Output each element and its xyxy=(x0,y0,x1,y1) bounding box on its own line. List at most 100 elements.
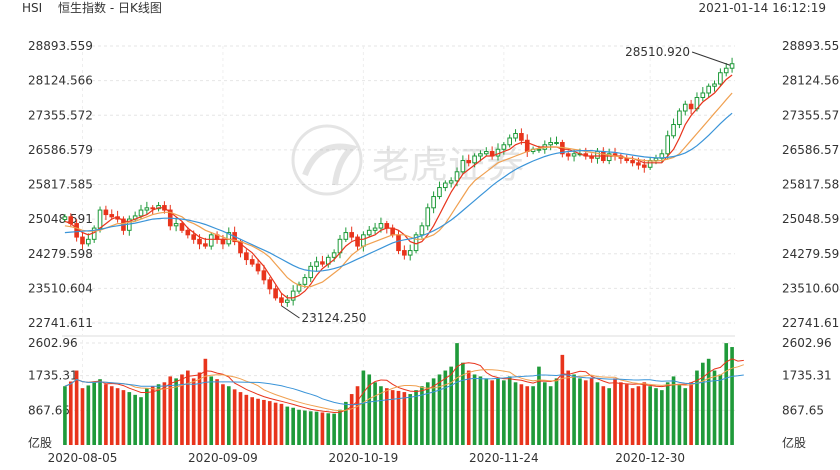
volume-ma5-line xyxy=(64,358,744,414)
volume-bar xyxy=(267,401,272,445)
volume-bar xyxy=(478,376,483,445)
volume-bar xyxy=(589,378,594,445)
volume-tick-label-left: 1735.31 xyxy=(28,369,78,383)
volume-bar xyxy=(683,388,688,445)
price-tick-label-left: 25817.585 xyxy=(28,178,93,192)
watermark-logo-icon xyxy=(291,124,363,196)
high-annotation-label: 28510.920 xyxy=(625,45,690,59)
volume-bar xyxy=(180,374,184,445)
candle-body xyxy=(729,63,735,69)
candle-body xyxy=(97,209,103,229)
date-axis: 2020-08-05 2020-09-09 2020-10-19 2020-11-24… xyxy=(48,451,685,465)
candle-body xyxy=(249,259,255,265)
volume-bar xyxy=(437,374,442,445)
volume-bar xyxy=(373,382,377,445)
volume-bar xyxy=(109,386,114,445)
volume-bar xyxy=(537,366,541,445)
volume-bar xyxy=(384,388,389,445)
volume-bar xyxy=(624,384,629,445)
price-annotations: 28510.920 23124.250 xyxy=(281,45,731,325)
price-tick-label-left: 25048.591 xyxy=(28,212,93,226)
high-annotation-leader xyxy=(691,51,731,66)
volume-bar xyxy=(314,411,319,445)
volume-bar xyxy=(156,384,161,445)
volume-bar xyxy=(665,382,670,445)
candle-body xyxy=(641,164,647,168)
volume-tick-label-right: 2602.96 xyxy=(782,336,832,350)
candle-body xyxy=(361,234,366,247)
volume-bar xyxy=(706,358,711,445)
symbol-label: HSI xyxy=(22,1,43,15)
date-tick-label: 2020-08-05 xyxy=(48,451,118,465)
volume-bar xyxy=(332,413,336,445)
candle-body xyxy=(208,234,214,247)
volume-bar xyxy=(630,388,635,445)
candle-body xyxy=(536,148,542,151)
volume-bar xyxy=(203,358,208,445)
volume-bar xyxy=(168,376,173,445)
volume-tick-label-left: 2602.96 xyxy=(28,336,78,350)
volume-bar xyxy=(390,390,395,445)
volume-bar xyxy=(186,370,190,445)
candle-body xyxy=(150,207,156,210)
volume-tick-label-left: 亿股 xyxy=(28,435,52,450)
candle-body xyxy=(138,209,144,217)
moving-average-lines xyxy=(64,74,733,299)
volume-bar xyxy=(279,403,284,445)
volume-tick-label-right: 亿股 xyxy=(782,435,806,450)
price-tick-label-right: 23510.604 xyxy=(782,281,840,295)
volume-bar xyxy=(619,382,623,445)
date-tick-label: 2020-11-24 xyxy=(469,451,539,465)
volume-bar xyxy=(648,386,652,445)
candle-body xyxy=(355,236,360,247)
candle-body xyxy=(606,153,612,162)
volume-bar xyxy=(525,386,530,445)
candle-body xyxy=(308,265,314,279)
volume-bar xyxy=(484,378,489,445)
volume-average-lines xyxy=(64,358,744,414)
timestamp: 2021-01-14 16:12:19 xyxy=(698,1,826,15)
volume-bar xyxy=(98,379,102,445)
volume-bar xyxy=(554,378,559,445)
candle-body xyxy=(554,142,559,145)
date-tick-label: 2020-12-30 xyxy=(615,451,685,465)
volume-bar xyxy=(145,388,149,445)
volume-bar xyxy=(344,401,348,445)
chart-title: 恒生指数 - 日K线图 xyxy=(58,1,162,15)
watermark-text: 老虎证券 xyxy=(372,143,524,187)
candle-body xyxy=(460,160,466,173)
volume-bar xyxy=(121,390,126,445)
price-tick-label-left: 28893.559 xyxy=(28,39,93,53)
volume-bar xyxy=(250,397,255,445)
volume-bar xyxy=(74,370,79,445)
candle-body xyxy=(565,153,571,157)
candle-body xyxy=(261,270,267,281)
candle-body xyxy=(700,92,706,98)
volume-bar xyxy=(595,382,600,445)
candle-body xyxy=(682,103,688,112)
candle-body xyxy=(407,250,413,256)
volume-bar xyxy=(578,378,582,445)
volume-bar xyxy=(566,370,571,445)
volume-bar xyxy=(162,382,167,445)
volume-bar xyxy=(449,366,453,445)
volume-bar xyxy=(531,386,535,445)
candle-body xyxy=(466,160,472,164)
candle-body xyxy=(630,160,635,164)
volume-bar xyxy=(461,362,465,445)
volume-bar xyxy=(502,380,506,445)
candle-body xyxy=(197,238,202,245)
volume-bar xyxy=(303,410,307,445)
candle-body xyxy=(636,162,641,166)
candle-body xyxy=(688,103,694,110)
candle-body xyxy=(478,153,483,157)
volume-bar xyxy=(607,388,611,445)
price-tick-label-right: 28124.566 xyxy=(782,74,840,88)
candle-body xyxy=(185,229,191,236)
candle-body xyxy=(62,216,68,221)
watermark: 老虎证券 xyxy=(291,124,524,196)
price-tick-label-left: 26586.579 xyxy=(28,143,93,157)
volume-bar xyxy=(367,374,372,445)
